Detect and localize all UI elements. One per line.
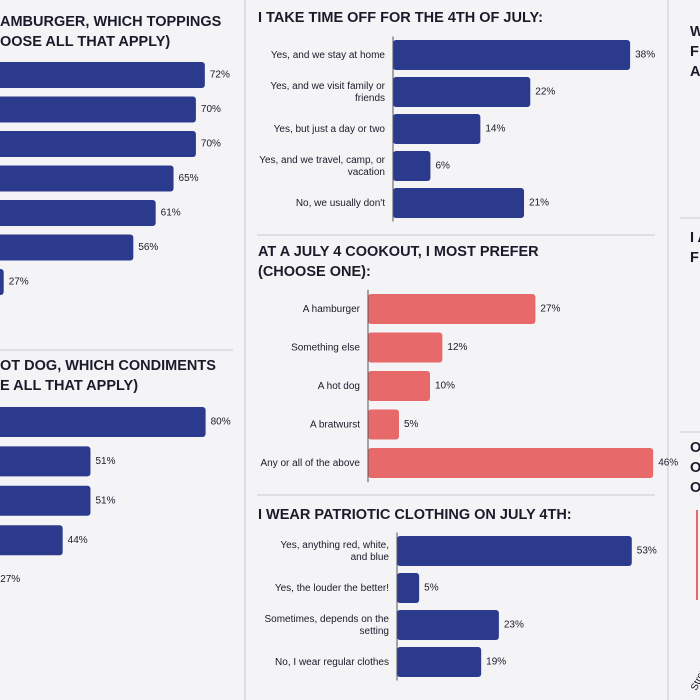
category-label: Yes, but just a day or two <box>274 124 386 135</box>
chart-title: I WEAR PATRIOTIC CLOTHING ON JULY 4TH: <box>258 507 572 523</box>
bar <box>0 131 196 157</box>
value-label: 5% <box>404 419 419 430</box>
bar <box>397 610 499 640</box>
bar <box>0 200 156 226</box>
annotation: Strongly <box>689 654 700 692</box>
value-label: 14% <box>485 124 505 135</box>
value-label: 38% <box>635 50 655 61</box>
value-label: 61% <box>161 208 181 219</box>
bar <box>0 446 91 477</box>
bar <box>368 448 654 478</box>
chart-title: I TAKE TIME OFF FOR THE 4TH OF JULY: <box>258 10 543 26</box>
chart-title: F <box>690 44 699 60</box>
category-label: A hamburger <box>303 304 361 315</box>
category-label: A bratwurst <box>310 419 360 430</box>
chart-title: AMBURGER, WHICH TOPPINGS <box>0 14 222 30</box>
value-label: 6% <box>435 161 450 172</box>
bar <box>393 77 531 107</box>
value-label: 65% <box>179 173 199 184</box>
value-label: 27% <box>540 304 560 315</box>
bar <box>0 62 205 88</box>
value-label: 70% <box>201 139 221 150</box>
value-label: 27% <box>9 277 29 288</box>
value-label: 10% <box>435 381 455 392</box>
chart-title: I A <box>690 230 700 246</box>
bar <box>0 485 91 516</box>
chart-title: E ALL THAT APPLY) <box>0 378 138 394</box>
category-label: Yes, and we stay at home <box>271 50 386 61</box>
value-label: 53% <box>637 546 657 557</box>
bar <box>0 234 134 261</box>
value-label: 51% <box>95 495 115 506</box>
chart-title: F <box>690 250 699 266</box>
value-label: 12% <box>447 342 467 353</box>
category-label: Yes, anything red, white, and blue <box>280 540 389 563</box>
chart-title: O <box>690 480 700 496</box>
chart-title: OT DOG, WHICH CONDIMENTS <box>0 358 216 374</box>
bar <box>0 165 174 192</box>
value-label: 56% <box>138 242 158 253</box>
value-label: 72% <box>210 70 230 81</box>
bar <box>393 40 631 70</box>
category-label: Yes, and we visit family or friends <box>270 81 385 104</box>
bar <box>0 96 196 123</box>
bar <box>368 294 536 324</box>
chart-title: (CHOOSE ONE): <box>258 264 371 280</box>
value-label: 19% <box>486 657 506 668</box>
value-label: 22% <box>535 87 555 98</box>
value-label: 46% <box>658 458 678 469</box>
value-label: 5% <box>424 583 439 594</box>
value-label: 51% <box>95 456 115 467</box>
value-label: 21% <box>529 198 549 209</box>
bar <box>0 269 4 295</box>
value-label: 27% <box>0 574 20 585</box>
chart-title: O <box>690 460 700 476</box>
value-label: 23% <box>504 620 524 631</box>
bar <box>393 151 431 181</box>
category-label: Sometimes, depends on the setting <box>264 614 389 637</box>
bar <box>393 114 481 144</box>
chart-title: A <box>690 64 700 80</box>
category-label: Yes, and we travel, camp, or vacation <box>259 155 385 178</box>
category-label: A hot dog <box>318 381 360 392</box>
category-label: No, we usually don't <box>296 198 385 209</box>
category-label: Yes, the louder the better! <box>275 583 389 594</box>
category-label: Something else <box>291 342 360 353</box>
bar <box>397 536 632 566</box>
value-label: 70% <box>201 104 221 115</box>
chart-title: O <box>690 440 700 456</box>
chart-title: AT A JULY 4 COOKOUT, I MOST PREFER <box>258 244 539 260</box>
category-label: Any or all of the above <box>260 458 360 469</box>
bar <box>397 647 482 677</box>
bar <box>397 573 420 603</box>
chart-title: OOSE ALL THAT APPLY) <box>0 34 170 50</box>
bar <box>393 188 525 218</box>
bar <box>368 409 399 440</box>
value-label: 44% <box>68 535 88 546</box>
bar <box>368 371 430 401</box>
value-label: 80% <box>211 417 231 428</box>
bar <box>0 525 63 556</box>
chart-title: W <box>690 24 700 40</box>
category-label: No, I wear regular clothes <box>275 657 389 668</box>
bar <box>0 407 206 437</box>
bar <box>368 332 443 363</box>
